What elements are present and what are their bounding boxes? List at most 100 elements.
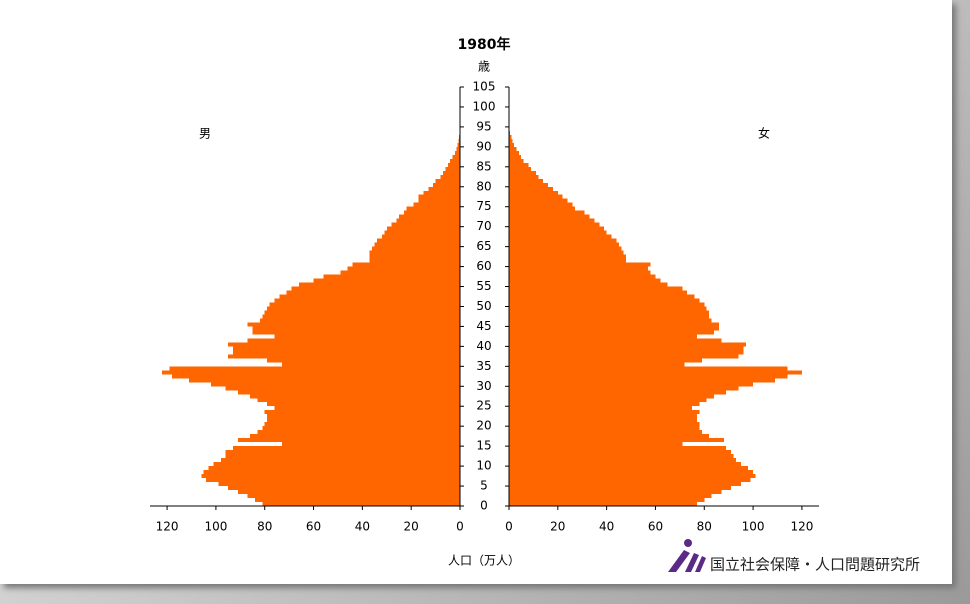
y-tick-label: 25 — [476, 399, 491, 413]
bar — [509, 374, 788, 379]
bar — [203, 470, 460, 475]
bar — [509, 370, 802, 375]
bar — [247, 494, 460, 499]
bar — [413, 202, 460, 207]
bar — [340, 270, 460, 275]
bar — [509, 166, 531, 171]
bar — [509, 286, 683, 291]
bar — [262, 314, 460, 319]
panel — [0, 0, 952, 584]
bar — [450, 158, 460, 163]
y-tick-label: 105 — [473, 80, 496, 94]
bar — [509, 242, 619, 247]
x-tick-label: 0 — [456, 520, 464, 534]
bar — [456, 146, 460, 151]
bar — [281, 362, 460, 367]
bar — [509, 150, 519, 155]
bar — [403, 210, 460, 215]
bar — [509, 230, 607, 235]
bar — [509, 318, 712, 323]
x-axis-title: 人口（万人） — [448, 554, 520, 568]
bar — [509, 290, 688, 295]
bar — [509, 330, 715, 335]
x-tick-label: 60 — [306, 520, 321, 534]
bar — [509, 178, 544, 183]
bar — [211, 382, 460, 387]
bar — [509, 474, 756, 479]
x-tick-label: 20 — [550, 520, 565, 534]
bar — [509, 274, 656, 279]
y-tick-label: 0 — [480, 499, 488, 513]
y-tick-label: 40 — [476, 339, 491, 353]
bar — [347, 266, 460, 271]
bar — [509, 382, 754, 387]
bar — [418, 198, 460, 203]
bar — [384, 230, 460, 235]
bar — [509, 502, 697, 506]
bar — [228, 342, 460, 347]
bar — [509, 158, 524, 163]
bar — [267, 418, 460, 423]
bar — [250, 434, 460, 439]
bar — [252, 326, 460, 331]
bar — [509, 194, 563, 199]
bar — [509, 402, 700, 407]
bar — [254, 498, 460, 503]
y-tick-label: 75 — [476, 199, 491, 213]
x-tick-label: 60 — [648, 520, 663, 534]
bar — [509, 182, 549, 187]
bar — [509, 310, 710, 315]
bar — [509, 406, 693, 411]
x-tick-label: 100 — [204, 520, 227, 534]
y-tick-label: 10 — [476, 459, 491, 473]
bar — [458, 138, 460, 143]
bar — [509, 186, 553, 191]
y-tick-label: 90 — [476, 139, 491, 153]
bar — [264, 422, 460, 427]
legend-label: 男 — [199, 127, 211, 141]
bar — [262, 502, 460, 506]
bar — [442, 170, 460, 175]
bar — [267, 358, 460, 363]
bar — [509, 450, 732, 455]
bar — [509, 266, 649, 271]
bar — [509, 214, 590, 219]
bar — [232, 350, 460, 355]
bar — [418, 194, 460, 199]
y-tick-label: 65 — [476, 239, 491, 253]
bar — [509, 346, 744, 351]
bar — [323, 274, 460, 279]
x-tick-label: 0 — [505, 520, 513, 534]
bar — [247, 322, 460, 327]
bar — [225, 450, 460, 455]
logo-icon — [668, 539, 706, 572]
bar — [228, 486, 460, 491]
y-tick-label: 55 — [476, 279, 491, 293]
bar — [377, 238, 460, 243]
bar — [228, 354, 460, 359]
bar — [213, 462, 460, 467]
bar — [509, 174, 539, 179]
bar — [509, 210, 585, 215]
bar — [369, 258, 460, 263]
bar — [509, 486, 732, 491]
bar — [509, 390, 727, 395]
bar — [509, 306, 707, 311]
bar — [509, 202, 573, 207]
bar — [509, 190, 558, 195]
y-tick-label: 85 — [476, 159, 491, 173]
x-tick-label: 20 — [404, 520, 419, 534]
bar — [509, 322, 719, 327]
bar — [269, 302, 460, 307]
bar — [509, 162, 529, 167]
bar — [264, 410, 460, 415]
bar — [374, 242, 460, 247]
bar — [509, 282, 668, 287]
bar — [457, 142, 460, 147]
x-tick-label: 120 — [790, 520, 813, 534]
bar — [509, 278, 661, 283]
bar — [509, 358, 702, 363]
y-tick-label: 100 — [473, 99, 496, 113]
y-tick-label: 35 — [476, 359, 491, 373]
